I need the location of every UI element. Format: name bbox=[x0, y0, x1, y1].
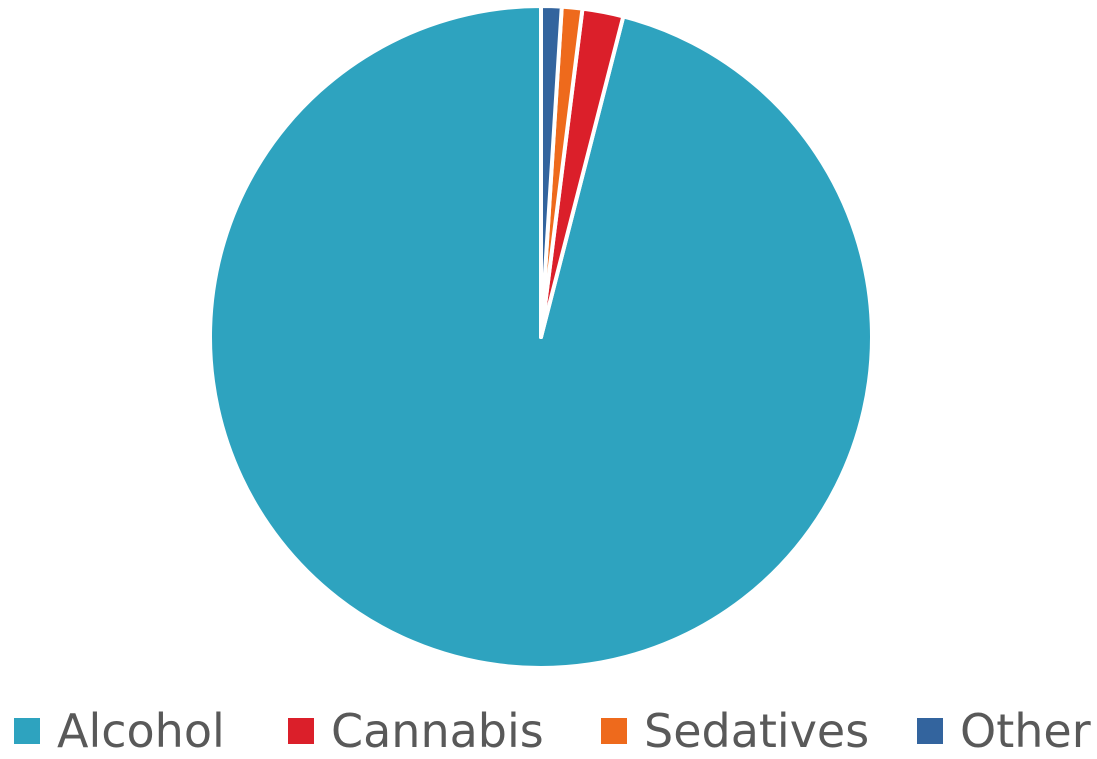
legend-item-sedatives: Sedatives bbox=[601, 703, 869, 759]
pie-slices bbox=[208, 3, 874, 670]
legend: Alcohol Cannabis Sedatives Other bbox=[0, 703, 1097, 759]
legend-item-alcohol: Alcohol bbox=[14, 703, 225, 759]
legend-label-sedatives: Sedatives bbox=[644, 704, 870, 758]
legend-label-alcohol: Alcohol bbox=[57, 704, 225, 758]
legend-swatch-sedatives bbox=[601, 718, 627, 744]
legend-item-other: Other bbox=[917, 703, 1091, 759]
legend-item-cannabis: Cannabis bbox=[288, 703, 544, 759]
pie-chart bbox=[208, 3, 874, 670]
legend-swatch-alcohol bbox=[14, 718, 40, 744]
legend-label-other: Other bbox=[960, 704, 1091, 758]
legend-swatch-cannabis bbox=[288, 718, 314, 744]
pie-slice-other bbox=[539, 3, 564, 339]
legend-swatch-other bbox=[917, 718, 943, 744]
legend-label-cannabis: Cannabis bbox=[331, 704, 544, 758]
